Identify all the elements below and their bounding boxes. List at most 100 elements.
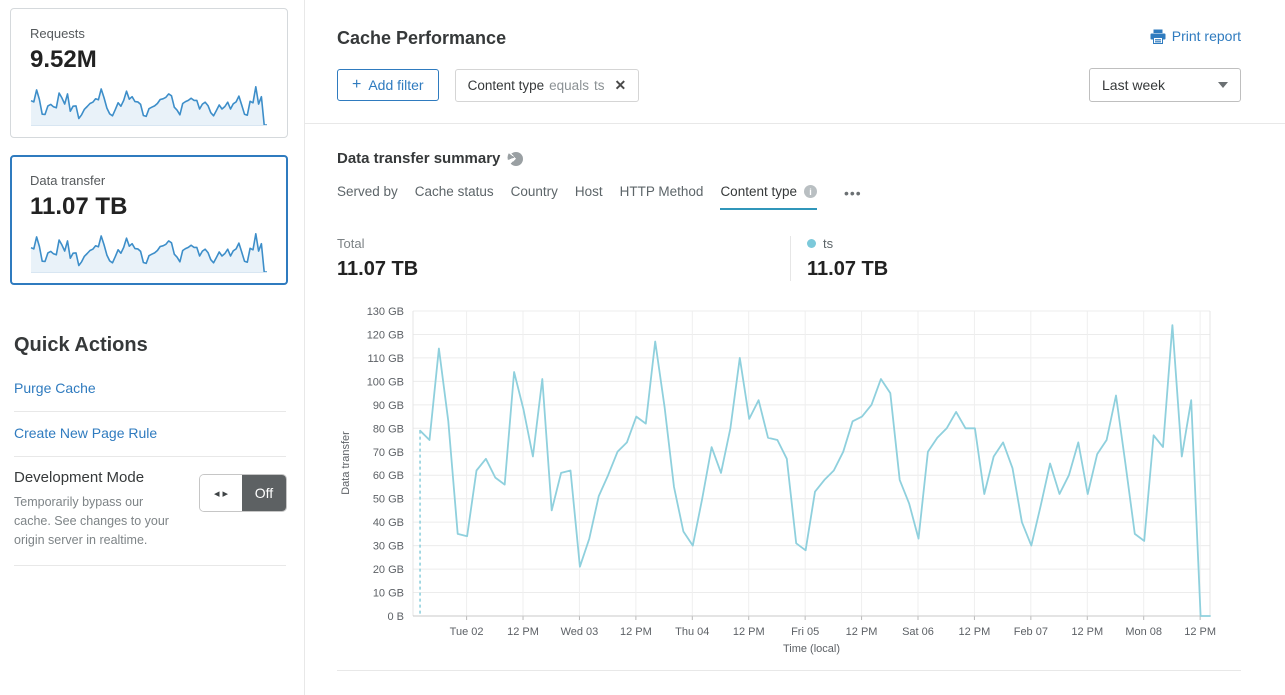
x-tick-label: 12 PM [1184,626,1216,638]
filter-chip-content-type[interactable]: Content type equals ts ✕ [454,68,640,102]
tab-country[interactable]: Country [511,184,558,210]
data-transfer-summary-section: Data transfer summary Served by Cache sta… [305,124,1285,671]
print-report-label: Print report [1171,28,1241,44]
total-value: 11.07 TB [337,258,419,280]
y-tick-label: 110 GB [368,353,405,365]
time-range-dropdown[interactable]: Last week [1089,68,1241,102]
left-right-arrows-icon[interactable]: ◂ ▸ [200,475,242,511]
y-tick-label: 30 GB [373,541,404,553]
x-tick-label: 12 PM [846,626,878,638]
x-tick-label: Mon 08 [1125,626,1162,638]
add-filter-label: Add filter [368,77,424,93]
x-tick-label: 12 PM [959,626,991,638]
header-divider [305,123,1285,124]
filter-chip-field: Content type [467,77,545,93]
y-tick-label: 120 GB [367,329,404,341]
development-mode-description: Temporarily bypass our cache. See change… [14,495,169,547]
y-tick-label: 130 GB [367,306,404,318]
quick-actions-section: Quick Actions Purge Cache Create New Pag… [10,302,288,567]
sparkline-line [30,233,267,273]
toggle-off-state[interactable]: Off [242,475,286,511]
x-tick-label: Sat 06 [902,626,934,638]
development-mode-row: Development Mode Temporarily bypass our … [14,457,286,567]
ellipsis-icon[interactable]: ••• [844,184,862,201]
y-tick-label: 40 GB [373,517,404,529]
tab-content-type[interactable]: Content type i [720,184,817,210]
series-value: 11.07 TB [807,258,889,280]
series-ts-stat: ts 11.07 TB [790,236,888,281]
y-tick-label: 10 GB [373,588,404,600]
tab-http-method[interactable]: HTTP Method [620,184,704,210]
time-range-selected: Last week [1102,77,1166,93]
chevron-down-icon [1218,82,1228,88]
plus-icon: + [352,76,362,93]
tab-label: Country [510,184,558,199]
y-tick-label: 80 GB [373,423,404,435]
section-bottom-divider [337,670,1241,671]
requests-value: 9.52M [30,46,97,73]
requests-sparkline-chart [30,86,267,126]
x-tick-label: Tue 02 [450,626,484,638]
tab-label: Cache status [414,184,494,199]
sparkline-area [31,233,267,272]
create-new-page-rule-link[interactable]: Create New Page Rule [14,425,158,441]
data-transfer-line-chart: 0 B 10 GB 20 GB 30 GB 40 GB 50 GB 60 GB 70 GB 80… [340,306,1216,655]
y-tick-label: 0 B [387,611,404,623]
series-color-dot-icon [807,239,816,248]
y-tick-label: 90 GB [373,400,404,412]
x-tick-label: Wed 03 [561,626,599,638]
info-icon[interactable]: i [804,185,817,198]
x-axis-title: Time (local) [783,643,840,655]
tab-label: Served by [337,184,398,199]
sparkline-area [31,86,267,125]
print-report-button[interactable]: Print report [1150,28,1241,44]
x-tick-label: Feb 07 [1014,626,1048,638]
summary-heading: Data transfer summary [337,150,1241,167]
tab-host[interactable]: Host [575,184,603,210]
x-tick-label: Fri 05 [791,626,819,638]
x-tick-label: 12 PM [620,626,652,638]
y-tick-label: 20 GB [373,564,404,576]
chart-wrapper: 0 B 10 GB 20 GB 30 GB 40 GB 50 GB 60 GB 70 GB 80… [337,301,1241,660]
filter-chip-operator: equals [549,77,589,93]
data-transfer-label: Data transfer [30,173,106,188]
total-stat: Total 11.07 TB [337,236,790,281]
series-name: ts [823,236,834,251]
data-transfer-sparkline-chart [30,233,267,273]
y-tick-label: 60 GB [373,470,404,482]
tab-cache-status[interactable]: Cache status [415,184,494,210]
x-tick-label: Thu 04 [675,626,709,638]
development-mode-toggle[interactable]: ◂ ▸ Off [200,475,286,511]
filter-chip-value: ts [593,77,605,93]
filter-row: + Add filter Content type equals ts ✕ La… [305,49,1285,123]
close-icon[interactable]: ✕ [614,76,627,93]
purge-cache-link[interactable]: Purge Cache [14,380,96,396]
y-tick-label: 70 GB [373,447,404,459]
tab-served-by[interactable]: Served by [337,184,398,210]
data-transfer-value: 11.07 TB [30,193,128,220]
requests-label: Requests [30,26,85,41]
header-row: Cache Performance Print report [305,0,1285,49]
total-label: Total [337,236,365,251]
x-tick-label: 12 PM [1071,626,1103,638]
stats-row: Total 11.07 TB ts 11.07 TB [337,236,1241,281]
tab-label: Content type [720,184,797,199]
y-tick-label: 100 GB [367,376,404,388]
add-filter-button[interactable]: + Add filter [337,69,439,101]
purge-cache-row: Purge Cache [14,367,286,412]
printer-icon [1150,29,1166,44]
quick-actions-title: Quick Actions [14,334,148,356]
series-ts-line [419,324,1211,617]
y-tick-label: 50 GB [373,494,404,506]
x-tick-label: 12 PM [507,626,539,638]
y-axis-title: Data transfer [340,431,352,495]
create-page-rule-row: Create New Page Rule [14,412,286,457]
summary-title: Data transfer summary [337,150,501,167]
tab-label: Host [574,184,603,199]
dimension-tabs: Served by Cache status Country Host HTTP Met… [337,184,1241,210]
sparkline-line [30,86,267,126]
x-tick-label: 12 PM [733,626,765,638]
data-transfer-metric-card[interactable]: Data transfer 11.07 TB [10,155,288,285]
requests-metric-card[interactable]: Requests 9.52M [10,8,288,138]
